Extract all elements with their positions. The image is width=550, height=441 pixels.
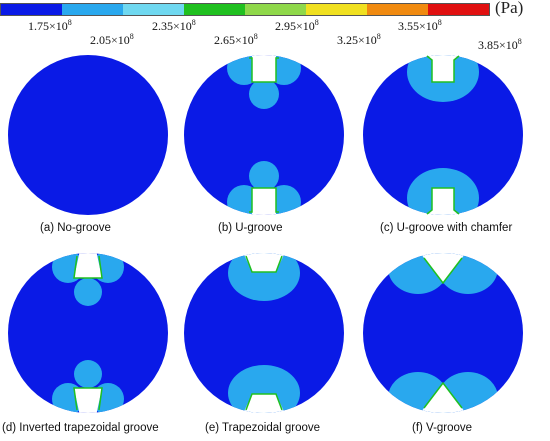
legend-tick: 3.55×108 bbox=[398, 18, 442, 34]
legend-tick: 2.35×108 bbox=[152, 18, 196, 34]
panel-f-v-groove bbox=[363, 253, 523, 413]
legend-segment bbox=[123, 4, 184, 15]
u-groove-top bbox=[252, 55, 276, 82]
legend-segment bbox=[1, 4, 62, 15]
panel-caption: (e) Trapezoidal groove bbox=[205, 422, 321, 434]
legend-tick: 3.85×108 bbox=[478, 37, 522, 53]
stress-zone bbox=[249, 79, 279, 109]
u-groove-bottom bbox=[252, 188, 276, 215]
panel-a-no-groove bbox=[8, 55, 168, 215]
trapezoid-groove-bottom bbox=[242, 394, 286, 413]
panel-e-trapezoid bbox=[184, 253, 344, 413]
panel-caption: (c) U-groove with chamfer bbox=[380, 222, 513, 234]
legend-segment bbox=[245, 4, 306, 15]
shaft-section bbox=[363, 253, 523, 413]
panel-d-inverted-trapezoid bbox=[8, 253, 168, 413]
legend-segment bbox=[184, 4, 245, 15]
stress-zone bbox=[249, 161, 279, 191]
shaft-section bbox=[8, 253, 168, 413]
shaft-section bbox=[8, 55, 168, 215]
legend-unit: (Pa) bbox=[495, 0, 524, 17]
legend-segment bbox=[428, 4, 489, 15]
stress-zone bbox=[228, 365, 300, 413]
inverted-trapezoid-groove-top bbox=[74, 253, 102, 278]
inverted-trapezoid-groove-bottom bbox=[74, 388, 102, 413]
legend-tick: 2.05×108 bbox=[90, 32, 134, 48]
shaft-section bbox=[184, 253, 344, 413]
legend-segment bbox=[62, 4, 123, 15]
legend-tick: 2.65×108 bbox=[214, 32, 258, 48]
shaft-section bbox=[363, 55, 523, 215]
legend-color-bar bbox=[0, 3, 490, 16]
panel-caption: (d) Inverted trapezoidal groove bbox=[2, 422, 159, 434]
legend-tick: 2.95×108 bbox=[275, 18, 319, 34]
panel-b-u-groove bbox=[184, 55, 344, 215]
u-groove-top bbox=[424, 55, 462, 82]
legend-tick: 3.25×108 bbox=[337, 32, 381, 48]
u-groove-bottom bbox=[424, 188, 462, 215]
legend-tick: 1.75×108 bbox=[28, 18, 72, 34]
v-groove-bottom bbox=[418, 383, 468, 413]
shaft-section bbox=[184, 55, 344, 215]
stress-zone bbox=[74, 278, 102, 306]
panel-caption: (f) V-groove bbox=[412, 422, 473, 434]
panel-caption: (b) U-groove bbox=[218, 222, 283, 234]
stress-zone bbox=[74, 360, 102, 388]
legend-segment bbox=[306, 4, 367, 15]
v-groove-top bbox=[418, 253, 468, 283]
legend-segment bbox=[367, 4, 428, 15]
panel-c-u-groove-chamfer bbox=[363, 55, 523, 215]
panel-caption: (a) No-groove bbox=[40, 222, 111, 234]
stress-zone bbox=[228, 253, 300, 301]
trapezoid-groove-top bbox=[242, 253, 286, 272]
